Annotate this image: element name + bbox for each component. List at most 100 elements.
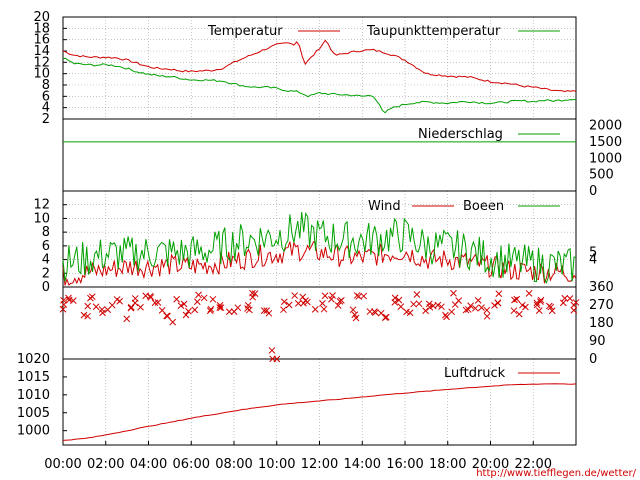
wind-direction-mark: [391, 299, 399, 306]
y-tick-label: 4: [42, 253, 50, 268]
wind-direction-mark: [338, 296, 345, 304]
x-tick-label: 02:00: [87, 457, 124, 472]
y-tick-label: 6: [42, 89, 50, 104]
wind-direction-mark: [566, 295, 574, 302]
wind-direction-mark: [285, 301, 293, 309]
wind-direction-mark: [515, 310, 523, 318]
wind-direction-mark: [519, 301, 526, 309]
wind-direction-mark: [434, 301, 442, 309]
x-tick-label: 14:00: [344, 457, 381, 472]
wind-direction-mark: [251, 290, 259, 297]
wind-direction-mark: [207, 305, 215, 313]
wind-direction-mark: [438, 303, 445, 311]
wind-direction-mark: [548, 307, 556, 315]
right-y-tick-label: 180: [589, 316, 614, 331]
wind-direction-mark: [84, 302, 92, 310]
wind-direction-mark: [230, 308, 238, 315]
y-tick-label: 2: [42, 266, 50, 281]
wind-direction-mark: [321, 292, 329, 300]
wind-direction-mark: [265, 309, 273, 317]
wind-direction-mark: [137, 303, 144, 311]
wind-direction-mark: [467, 302, 474, 310]
wind-direction-mark: [185, 307, 192, 315]
series-line-temperatur: [62, 39, 577, 93]
wind-direction-mark: [108, 301, 116, 309]
wind-direction-mark: [169, 318, 177, 326]
wind-direction-mark: [320, 305, 328, 313]
wind-direction-mark: [206, 307, 214, 315]
wind-direction-mark: [209, 295, 217, 303]
wind-direction-mark: [260, 307, 268, 314]
wind-direction-mark: [92, 303, 100, 311]
x-tick-label: 18:00: [429, 457, 466, 472]
wind-direction-mark: [474, 297, 482, 304]
wind-direction-mark: [334, 302, 342, 309]
wind-direction-mark: [280, 306, 287, 314]
right-y-tick-label: 500: [589, 168, 614, 183]
y-tick-label: 8: [42, 225, 50, 240]
legend-temperatur: Temperatur: [207, 24, 283, 39]
y-tick-label: 16: [33, 33, 50, 48]
y-tick-label: 12: [33, 55, 50, 70]
series-line-boeen: [62, 211, 577, 284]
right-y-tick-label: 90: [589, 334, 606, 349]
wind-direction-mark: [397, 303, 405, 310]
wind-direction-mark: [146, 292, 154, 300]
right-y-tick-label: 270: [589, 298, 614, 313]
wind-direction-mark: [403, 308, 410, 316]
wind-direction-mark: [193, 298, 201, 306]
wind-direction-mark: [158, 307, 166, 314]
wind-direction-mark: [349, 306, 357, 314]
wind-direction-mark: [311, 306, 319, 313]
wind-direction-mark: [537, 298, 544, 305]
wind-direction-mark: [366, 308, 374, 315]
wind-direction-mark: [483, 306, 491, 314]
wind-direction-mark: [294, 300, 302, 307]
wind-direction-mark: [455, 297, 462, 304]
right-y-tick-label: 2000: [589, 119, 622, 134]
wind-direction-mark: [535, 307, 543, 314]
wind-direction-mark: [244, 302, 252, 309]
wind-direction-mark: [448, 308, 456, 316]
wind-direction-mark: [464, 306, 472, 313]
y-tick-label: 10: [33, 211, 50, 226]
wind-direction-mark: [131, 295, 139, 302]
wind-direction-mark: [200, 294, 208, 302]
wind-direction-mark: [351, 311, 359, 319]
panel-frame-wind_direction: [62, 286, 577, 360]
wind-direction-mark: [494, 299, 502, 307]
right-y-tick-label: 0: [589, 184, 597, 199]
wind-direction-mark: [513, 295, 521, 303]
y-tick-label: 6: [42, 239, 50, 254]
y-tick-label: 12: [33, 198, 50, 213]
wind-direction-mark: [249, 289, 256, 297]
y-tick-label: 1020: [17, 352, 50, 367]
y-tick-label: 1000: [17, 424, 50, 439]
wind-direction-mark: [483, 312, 491, 320]
wind-direction-mark: [450, 289, 457, 297]
wind-direction-mark: [478, 304, 485, 312]
right-y-tick-label: 5: [589, 246, 597, 261]
wind-direction-mark: [522, 303, 529, 311]
right-y-tick-label: 0: [589, 352, 597, 367]
wind-direction-mark: [570, 306, 578, 314]
y-tick-label: 18: [33, 21, 50, 36]
right-y-tick-label: 1500: [589, 135, 622, 150]
wind-direction-mark: [173, 295, 181, 303]
wind-direction-mark: [328, 295, 335, 303]
wind-direction-mark: [329, 292, 336, 299]
series-line-luftdruck: [62, 383, 577, 441]
wind-direction-mark: [88, 293, 96, 301]
x-tick-label: 12:00: [301, 457, 338, 472]
wind-direction-mark: [195, 291, 202, 299]
wind-direction-mark: [268, 347, 276, 354]
legend-taupunkttemperatur: Taupunkttemperatur: [366, 24, 501, 39]
wind-direction-mark: [280, 298, 288, 306]
wind-direction-mark: [547, 303, 555, 311]
wind-direction-mark: [180, 300, 188, 308]
y-tick-label: 1005: [17, 406, 50, 421]
wind-direction-mark: [382, 313, 390, 321]
legend-niederschlag: Niederschlag: [418, 127, 503, 142]
wind-direction-mark: [422, 307, 429, 315]
x-tick-label: 20:00: [472, 457, 509, 472]
